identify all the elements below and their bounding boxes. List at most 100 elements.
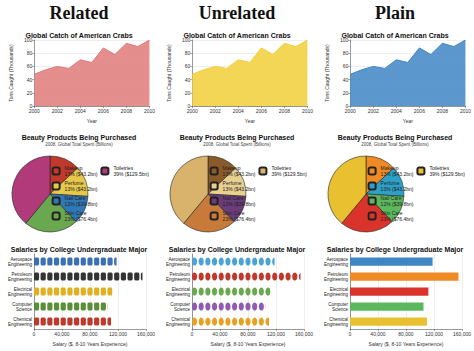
svg-text:2002: 2002 [368, 108, 379, 114]
svg-text:13% ($43.2bn): 13% ($43.2bn) [381, 186, 414, 192]
svg-text:80,000: 80,000 [240, 331, 256, 337]
svg-text:23% ($76.4bn): 23% ($76.4bn) [65, 216, 98, 222]
svg-text:Year: Year [245, 118, 255, 124]
svg-text:Global Catch of American Crabs: Global Catch of American Crabs [183, 32, 290, 39]
svg-text:20: 20 [343, 90, 349, 96]
svg-text:Science: Science [16, 307, 33, 312]
svg-text:2006: 2006 [414, 108, 425, 114]
svg-text:Year: Year [403, 118, 413, 124]
svg-text:Science: Science [174, 307, 191, 312]
svg-text:Engineering: Engineering [166, 277, 191, 282]
svg-text:2002: 2002 [52, 108, 63, 114]
svg-text:60: 60 [343, 63, 349, 69]
svg-text:Beauty Products Being Purchase: Beauty Products Being Purchased [338, 134, 453, 142]
svg-text:20: 20 [27, 90, 33, 96]
svg-text:23% ($76.4bn): 23% ($76.4bn) [223, 216, 256, 222]
svg-text:Salary ($, 8-10 Years Experien: Salary ($, 8-10 Years Experience) [211, 341, 286, 347]
svg-text:Engineering: Engineering [324, 292, 349, 297]
html-text:Plain: Plain [375, 3, 415, 23]
svg-text:2004: 2004 [391, 108, 402, 114]
svg-text:40: 40 [185, 77, 191, 83]
svg-text:13% ($43.2bn): 13% ($43.2bn) [65, 171, 98, 177]
svg-text:Salary ($, 8-10 Years Experien: Salary ($, 8-10 Years Experience) [53, 341, 128, 347]
svg-text:40,000: 40,000 [54, 331, 70, 337]
svg-text:13% ($43.2bn): 13% ($43.2bn) [223, 171, 256, 177]
svg-text:60: 60 [185, 63, 191, 69]
svg-text:Tons Caught (Thousands): Tons Caught (Thousands) [8, 44, 14, 102]
svg-text:Engineering: Engineering [166, 262, 191, 267]
svg-text:80: 80 [27, 50, 33, 56]
svg-text:Global Catch of American Crabs: Global Catch of American Crabs [25, 32, 132, 39]
svg-text:40: 40 [27, 77, 33, 83]
svg-text:Year: Year [87, 118, 97, 124]
svg-text:2010: 2010 [302, 108, 313, 114]
svg-text:12% ($39.8bn): 12% ($39.8bn) [223, 201, 256, 207]
svg-text:0: 0 [33, 331, 36, 337]
svg-text:0: 0 [349, 331, 352, 337]
svg-text:13% ($43.2bn): 13% ($43.2bn) [65, 186, 98, 192]
svg-text:60: 60 [27, 63, 33, 69]
svg-text:80,000: 80,000 [398, 331, 414, 337]
svg-text:2008: 2008 [437, 108, 448, 114]
svg-text:Engineering: Engineering [166, 292, 191, 297]
svg-text:Engineering: Engineering [8, 292, 33, 297]
svg-text:80,000: 80,000 [82, 331, 98, 337]
svg-text:13% ($43.2bn): 13% ($43.2bn) [223, 186, 256, 192]
svg-text:Tons Caught (Thousands): Tons Caught (Thousands) [166, 44, 172, 102]
svg-text:40: 40 [343, 77, 349, 83]
svg-text:12% ($39.8bn): 12% ($39.8bn) [65, 201, 98, 207]
svg-text:Beauty Products Being Purchase: Beauty Products Being Purchased [22, 134, 137, 142]
svg-text:39% ($129.5bn): 39% ($129.5bn) [113, 171, 149, 177]
svg-text:12% ($39.8bn): 12% ($39.8bn) [381, 201, 414, 207]
svg-text:40,000: 40,000 [212, 331, 228, 337]
svg-text:2008, Global Total Spent (Bill: 2008, Global Total Spent (Billions) [361, 142, 429, 147]
svg-text:2008: 2008 [279, 108, 290, 114]
svg-text:Engineering: Engineering [8, 277, 33, 282]
svg-text:160,000: 160,000 [295, 331, 313, 337]
svg-text:2002: 2002 [210, 108, 221, 114]
svg-text:100: 100 [23, 37, 33, 43]
svg-text:20: 20 [185, 90, 191, 96]
svg-text:Global Catch of American Crabs: Global Catch of American Crabs [341, 32, 448, 39]
svg-text:2000: 2000 [345, 108, 356, 114]
svg-text:13% ($43.2bn): 13% ($43.2bn) [381, 171, 414, 177]
svg-text:23% ($76.4bn): 23% ($76.4bn) [381, 216, 414, 222]
svg-text:160,000: 160,000 [137, 331, 155, 337]
svg-text:2004: 2004 [233, 108, 244, 114]
svg-text:2008: 2008 [121, 108, 132, 114]
svg-text:0: 0 [191, 331, 194, 337]
svg-text:Salaries by College Undergradu: Salaries by College Undergraduate Major [327, 246, 464, 254]
svg-text:120,000: 120,000 [267, 331, 285, 337]
svg-text:Engineering: Engineering [8, 322, 33, 327]
svg-text:2008, Global Total Spent (Bill: 2008, Global Total Spent (Billions) [45, 142, 113, 147]
svg-text:2000: 2000 [187, 108, 198, 114]
svg-text:80: 80 [185, 50, 191, 56]
svg-text:39% ($129.5bn): 39% ($129.5bn) [429, 171, 465, 177]
svg-text:160,000: 160,000 [453, 331, 471, 337]
svg-text:2008, Global Total Spent (Bill: 2008, Global Total Spent (Billions) [203, 142, 271, 147]
svg-text:2006: 2006 [256, 108, 267, 114]
svg-text:2000: 2000 [29, 108, 40, 114]
svg-text:2006: 2006 [98, 108, 109, 114]
html-text:Related: Related [49, 3, 109, 23]
svg-text:Engineering: Engineering [166, 322, 191, 327]
svg-text:120,000: 120,000 [425, 331, 443, 337]
svg-text:Engineering: Engineering [8, 262, 33, 267]
svg-text:2010: 2010 [460, 108, 471, 114]
svg-text:Engineering: Engineering [324, 277, 349, 282]
svg-text:Beauty Products Being Purchase: Beauty Products Being Purchased [180, 134, 295, 142]
svg-text:Science: Science [332, 307, 349, 312]
html-text:Unrelated: Unrelated [198, 3, 276, 23]
svg-text:2010: 2010 [144, 108, 155, 114]
svg-text:40,000: 40,000 [370, 331, 386, 337]
svg-text:Salary ($, 8-10 Years Experien: Salary ($, 8-10 Years Experience) [369, 341, 444, 347]
svg-text:Engineering: Engineering [324, 322, 349, 327]
svg-text:Tons Caught (Thousands): Tons Caught (Thousands) [324, 44, 330, 102]
svg-text:80: 80 [343, 50, 349, 56]
svg-text:2004: 2004 [75, 108, 86, 114]
svg-text:39% ($129.5bn): 39% ($129.5bn) [271, 171, 307, 177]
svg-text:Engineering: Engineering [324, 262, 349, 267]
svg-text:Salaries by College Undergradu: Salaries by College Undergraduate Major [11, 246, 148, 254]
svg-text:120,000: 120,000 [109, 331, 127, 337]
svg-text:Salaries by College Undergradu: Salaries by College Undergraduate Major [169, 246, 306, 254]
